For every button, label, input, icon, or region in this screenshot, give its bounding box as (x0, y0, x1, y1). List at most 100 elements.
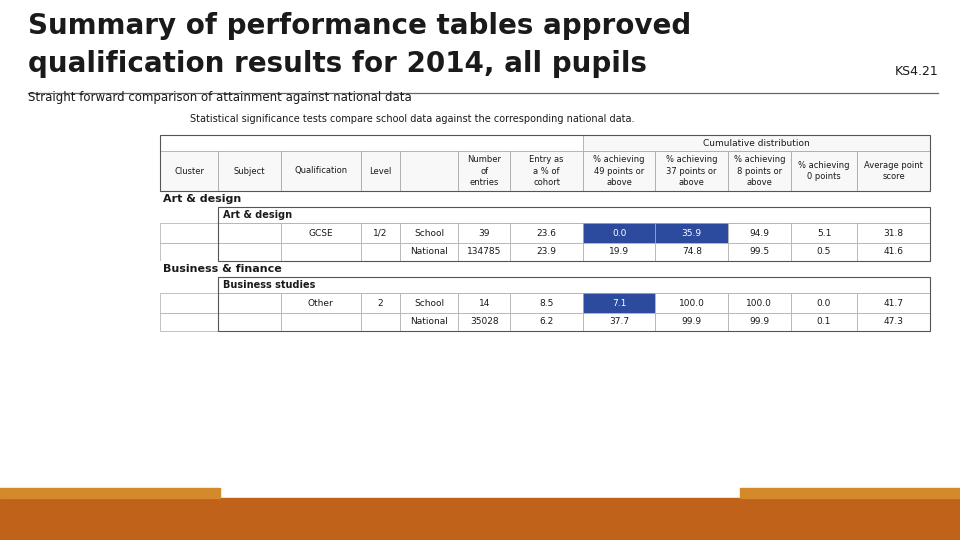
Text: National: National (410, 318, 448, 327)
Text: 94.9: 94.9 (749, 228, 769, 238)
Bar (583, 223, 656, 243)
Bar (458, 223, 511, 243)
Text: Qualification: Qualification (294, 166, 348, 176)
Bar (160, 135, 930, 191)
Bar (583, 243, 656, 261)
Bar (218, 293, 280, 313)
Text: Other: Other (308, 299, 333, 307)
Text: Entry as
a % of
cohort: Entry as a % of cohort (529, 156, 564, 187)
Text: School: School (414, 299, 444, 307)
Text: Level: Level (370, 166, 392, 176)
Text: 41.7: 41.7 (884, 299, 903, 307)
Bar (400, 151, 458, 191)
Text: % achieving
8 points or
above: % achieving 8 points or above (733, 156, 785, 187)
Text: Number
of
entries: Number of entries (468, 156, 501, 187)
Text: 19.9: 19.9 (610, 247, 629, 256)
Bar (583, 313, 656, 331)
Text: 100.0: 100.0 (679, 299, 705, 307)
Text: Business & finance: Business & finance (163, 264, 281, 274)
Text: qualification results for 2014, all pupils: qualification results for 2014, all pupi… (28, 50, 647, 78)
Bar (160, 313, 218, 331)
Bar (583, 293, 656, 313)
Text: 47.3: 47.3 (884, 318, 903, 327)
Text: 134785: 134785 (467, 247, 501, 256)
Bar (728, 313, 790, 331)
Bar (218, 207, 930, 223)
Bar (361, 151, 400, 191)
Bar (728, 243, 790, 261)
Bar (160, 293, 218, 313)
Bar (857, 293, 930, 313)
Text: 6.2: 6.2 (540, 318, 554, 327)
Bar (656, 223, 728, 243)
Bar (728, 293, 790, 313)
Bar (740, 488, 960, 498)
Bar (790, 243, 857, 261)
Text: 31.8: 31.8 (883, 228, 903, 238)
Text: 2: 2 (377, 299, 383, 307)
Text: Subject: Subject (233, 166, 265, 176)
Text: 74.8: 74.8 (682, 247, 702, 256)
Bar (583, 135, 930, 151)
Bar (511, 223, 583, 243)
Bar (511, 151, 583, 191)
Text: 37.7: 37.7 (610, 318, 629, 327)
Text: National: National (410, 247, 448, 256)
Bar (656, 151, 728, 191)
Bar (728, 151, 790, 191)
Bar (361, 293, 400, 313)
Text: 8.5: 8.5 (540, 299, 554, 307)
Text: % achieving
49 points or
above: % achieving 49 points or above (593, 156, 645, 187)
Text: 0.0: 0.0 (817, 299, 831, 307)
Text: Straight forward comparison of attainment against national data: Straight forward comparison of attainmen… (28, 91, 412, 104)
Bar (728, 223, 790, 243)
Bar (400, 313, 458, 331)
Text: 99.9: 99.9 (682, 318, 702, 327)
Text: Cumulative distribution: Cumulative distribution (703, 138, 810, 147)
Text: GCSE: GCSE (308, 228, 333, 238)
Bar (280, 313, 361, 331)
Bar (218, 243, 280, 261)
Bar (400, 243, 458, 261)
Text: 41.6: 41.6 (884, 247, 903, 256)
Bar (280, 151, 361, 191)
Text: Statistical significance tests compare school data against the corresponding nat: Statistical significance tests compare s… (190, 114, 635, 124)
Text: % achieving
37 points or
above: % achieving 37 points or above (666, 156, 717, 187)
Bar (656, 313, 728, 331)
Text: Art & design: Art & design (163, 194, 241, 204)
Text: 7.1: 7.1 (612, 299, 626, 307)
Text: Business studies: Business studies (223, 280, 316, 290)
Bar (458, 293, 511, 313)
Bar (857, 151, 930, 191)
Bar (400, 223, 458, 243)
Bar (361, 313, 400, 331)
Text: KS4.21: KS4.21 (895, 65, 938, 78)
Bar (857, 223, 930, 243)
Bar (218, 277, 930, 331)
Text: 14: 14 (478, 299, 490, 307)
Bar (511, 313, 583, 331)
Bar (0, 488, 220, 498)
Bar (511, 243, 583, 261)
Text: 99.9: 99.9 (749, 318, 769, 327)
Bar (218, 277, 930, 293)
Bar (361, 223, 400, 243)
Bar (280, 293, 361, 313)
Text: 0.1: 0.1 (817, 318, 831, 327)
Bar (160, 191, 930, 207)
Text: 35.9: 35.9 (682, 228, 702, 238)
Bar (656, 293, 728, 313)
Text: 1/2: 1/2 (373, 228, 388, 238)
Text: 0.0: 0.0 (612, 228, 626, 238)
Text: 0.5: 0.5 (817, 247, 831, 256)
Bar (160, 151, 218, 191)
Bar (361, 243, 400, 261)
Bar (790, 313, 857, 331)
Text: 100.0: 100.0 (746, 299, 772, 307)
Bar (511, 293, 583, 313)
Bar (218, 207, 930, 261)
Text: 5.1: 5.1 (817, 228, 831, 238)
Bar (857, 313, 930, 331)
Text: Cluster: Cluster (174, 166, 204, 176)
Bar (857, 243, 930, 261)
